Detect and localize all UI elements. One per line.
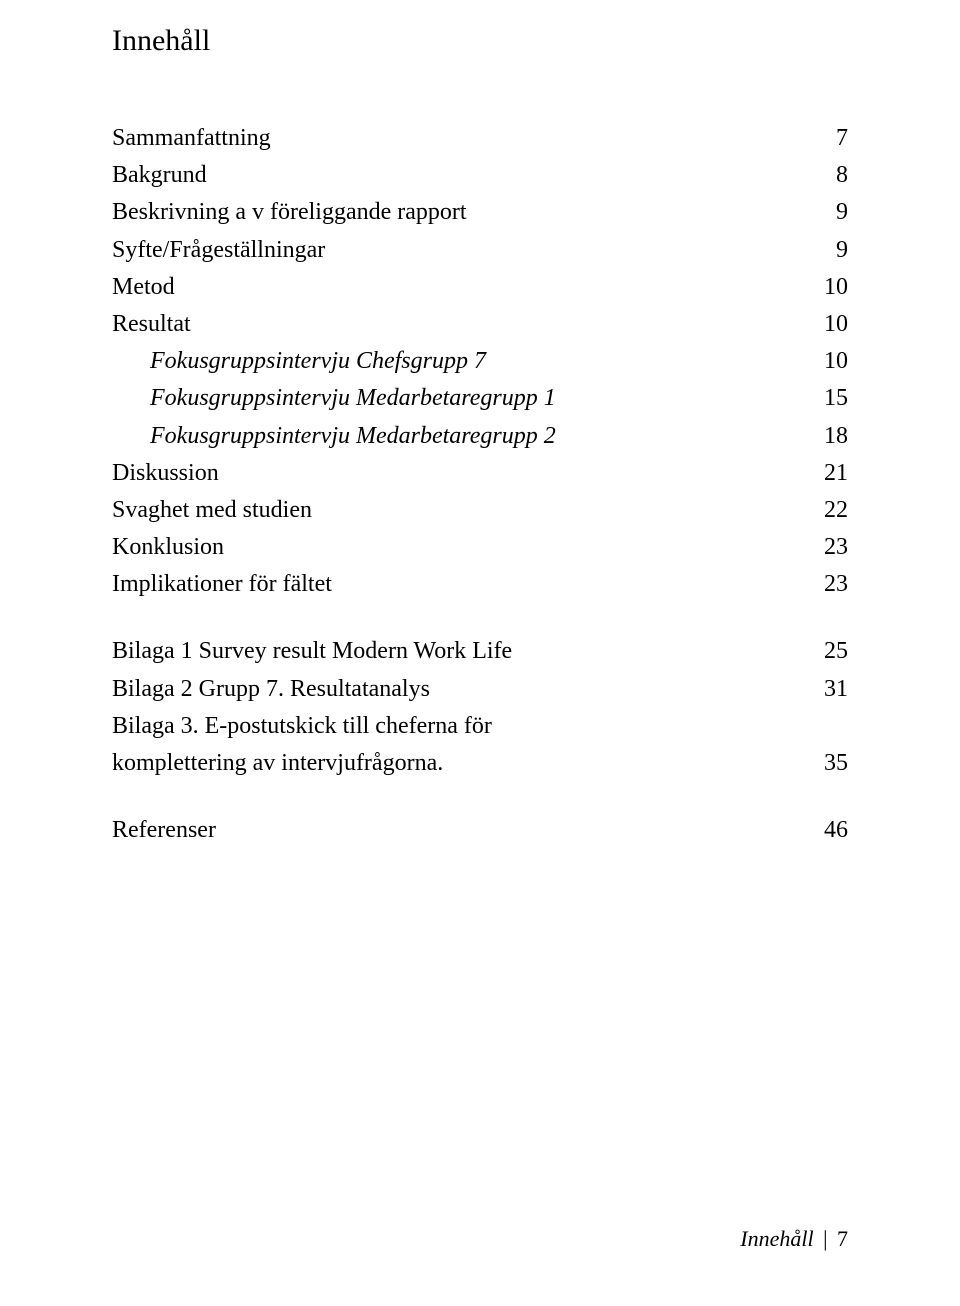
toc-heading: Innehåll — [112, 24, 848, 58]
toc-row: Implikationer för fältet23 — [112, 566, 848, 603]
toc-label: Bilaga 3. E-postutskick till cheferna fö… — [112, 708, 632, 782]
toc-label: Implikationer för fältet — [112, 566, 808, 603]
toc-page-number: 31 — [808, 671, 848, 708]
toc-page-number: 35 — [808, 745, 848, 782]
toc-row: Syfte/Frågeställningar9 — [112, 232, 848, 269]
toc-label: Konklusion — [112, 529, 808, 566]
page-footer: Innehåll | 7 — [740, 1226, 848, 1252]
toc-row: Resultat10 — [112, 306, 848, 343]
toc-page-number: 10 — [808, 343, 848, 380]
spacer — [112, 782, 848, 812]
toc-row: Bilaga 3. E-postutskick till cheferna fö… — [112, 708, 848, 782]
toc-row: Konklusion23 — [112, 529, 848, 566]
toc-label: Diskussion — [112, 455, 808, 492]
toc-label: Resultat — [112, 306, 808, 343]
toc-page-number: 15 — [808, 380, 848, 417]
toc-label: Fokusgruppsintervju Medarbetaregrupp 2 — [112, 418, 808, 455]
footer-section-label: Innehåll — [740, 1226, 813, 1251]
toc-label: Svaghet med studien — [112, 492, 808, 529]
toc-row: Sammanfattning7 — [112, 120, 848, 157]
toc-page-number: 46 — [808, 812, 848, 849]
toc-row: Fokusgruppsintervju Medarbetaregrupp 115 — [112, 380, 848, 417]
toc-page-number: 10 — [808, 269, 848, 306]
toc-row: Fokusgruppsintervju Chefsgrupp 710 — [112, 343, 848, 380]
toc-page-number: 8 — [808, 157, 848, 194]
toc-label: Referenser — [112, 812, 808, 849]
toc-page-number: 22 — [808, 492, 848, 529]
toc-block-1: Sammanfattning7Bakgrund8Beskrivning a v … — [112, 120, 848, 603]
toc-row: Fokusgruppsintervju Medarbetaregrupp 218 — [112, 418, 848, 455]
spacer — [112, 603, 848, 633]
toc-label: Fokusgruppsintervju Medarbetaregrupp 1 — [112, 380, 808, 417]
toc-row: Metod10 — [112, 269, 848, 306]
toc-page-number: 21 — [808, 455, 848, 492]
toc-row: Bilaga 1 Survey result Modern Work Life2… — [112, 633, 848, 670]
toc-page-number: 23 — [808, 529, 848, 566]
toc-label: Syfte/Frågeställningar — [112, 232, 808, 269]
footer-page-number: 7 — [837, 1226, 848, 1251]
toc-block-3: Referenser46 — [112, 812, 848, 849]
toc-label: Bilaga 1 Survey result Modern Work Life — [112, 633, 808, 670]
toc-page-number: 25 — [808, 633, 848, 670]
toc-row: Bakgrund8 — [112, 157, 848, 194]
toc-row: Beskrivning a v föreliggande rapport9 — [112, 194, 848, 231]
toc-row: Bilaga 2 Grupp 7. Resultatanalys31 — [112, 671, 848, 708]
toc-label: Metod — [112, 269, 808, 306]
toc-label: Bakgrund — [112, 157, 808, 194]
toc-label: Fokusgruppsintervju Chefsgrupp 7 — [112, 343, 808, 380]
toc-page-number: 23 — [808, 566, 848, 603]
toc-page-number: 9 — [808, 194, 848, 231]
toc-row: Diskussion21 — [112, 455, 848, 492]
toc-row: Referenser46 — [112, 812, 848, 849]
footer-divider: | — [823, 1226, 827, 1251]
toc-label: Beskrivning a v föreliggande rapport — [112, 194, 808, 231]
toc-page-number: 7 — [808, 120, 848, 157]
toc-block-2: Bilaga 1 Survey result Modern Work Life2… — [112, 633, 848, 782]
page: Innehåll Sammanfattning7Bakgrund8Beskriv… — [0, 0, 960, 1306]
toc-page-number: 10 — [808, 306, 848, 343]
toc-label: Sammanfattning — [112, 120, 808, 157]
toc-page-number: 18 — [808, 418, 848, 455]
toc-label: Bilaga 2 Grupp 7. Resultatanalys — [112, 671, 808, 708]
toc-page-number: 9 — [808, 232, 848, 269]
toc-row: Svaghet med studien22 — [112, 492, 848, 529]
